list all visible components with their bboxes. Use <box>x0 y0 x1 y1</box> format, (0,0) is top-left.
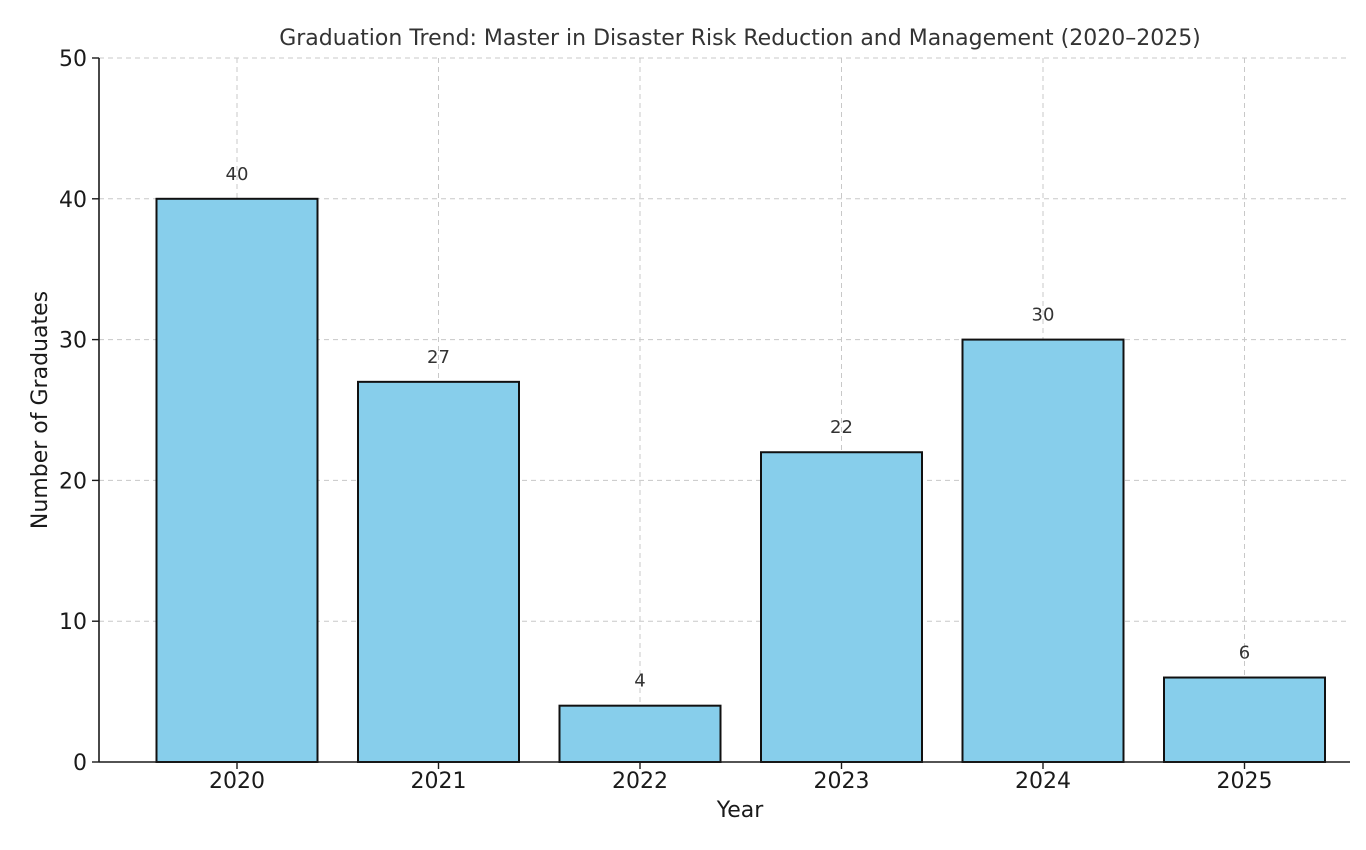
labels-layer: 0 10 20 30 40 50 2020 40 2021 27 2022 4 2023 22 2024 30… <box>59 47 1273 794</box>
y-tick-label: 20 <box>59 469 87 494</box>
y-tick-label: 30 <box>59 329 87 354</box>
data-label-2020: 40 <box>226 164 249 185</box>
bars-layer <box>155 197 1326 764</box>
bar-2021 <box>357 380 520 763</box>
y-tick-label: 40 <box>59 188 87 213</box>
x-axis-label: Year <box>716 798 765 823</box>
chart-title: Graduation Trend: Master in Disaster Ris… <box>279 26 1201 51</box>
data-label-2023: 22 <box>830 417 853 438</box>
data-label-2021: 27 <box>427 347 450 368</box>
x-tick-label: 2023 <box>814 769 870 794</box>
x-tick-label: 2022 <box>612 769 668 794</box>
bar-2022 <box>558 704 722 763</box>
bar-2025 <box>1163 676 1326 764</box>
x-tick-label: 2024 <box>1015 769 1071 794</box>
y-tick-label: 0 <box>73 751 87 776</box>
axes-layer <box>92 57 1350 769</box>
data-label-2022: 4 <box>634 671 645 692</box>
y-axis-label: Number of Graduates <box>28 291 53 529</box>
bar-2023 <box>760 451 923 763</box>
y-tick-label: 10 <box>59 610 87 635</box>
x-tick-label: 2020 <box>209 769 265 794</box>
x-tick-label: 2021 <box>411 769 467 794</box>
x-tick-label: 2025 <box>1217 769 1273 794</box>
data-label-2025: 6 <box>1239 643 1250 664</box>
bar-2024 <box>961 338 1125 763</box>
y-tick-label: 50 <box>59 47 87 72</box>
data-label-2024: 30 <box>1032 305 1055 326</box>
bar-2020 <box>155 197 319 764</box>
